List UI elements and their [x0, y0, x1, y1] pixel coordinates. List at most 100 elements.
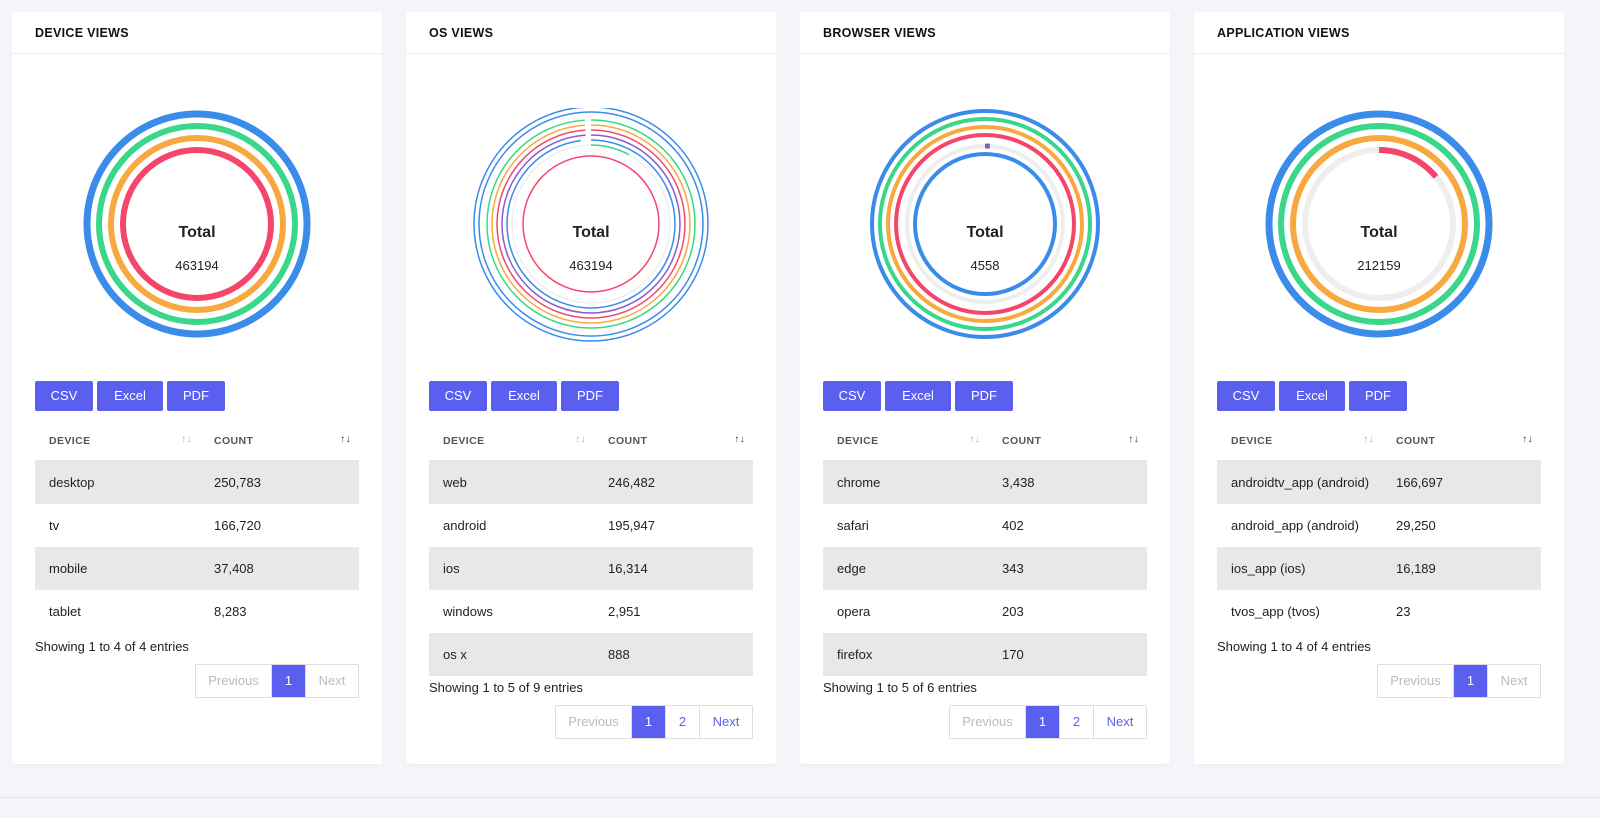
ring-series[interactable] [522, 155, 660, 293]
table-row: tvos_app (tvos) 23 [1217, 590, 1541, 633]
chart-total-value: 463194 [175, 258, 219, 273]
ring-series[interactable] [1278, 123, 1480, 325]
cell-device: opera [837, 604, 871, 619]
ring-series[interactable] [83, 110, 311, 338]
table-row: ios_app (ios) 16,189 [1217, 547, 1541, 590]
column-header-count[interactable]: COUNT ↑↓ [594, 422, 753, 461]
sort-icon: ↑↓ [575, 434, 586, 445]
column-header-count-label: COUNT [1002, 435, 1042, 447]
ring-series[interactable] [96, 123, 298, 325]
column-header-count-label: COUNT [1396, 435, 1436, 447]
cell-device: tvos_app (tvos) [1231, 604, 1320, 619]
table-row: android 195,947 [429, 504, 753, 547]
excel-button[interactable]: Excel [885, 381, 951, 411]
table-row: opera 203 [823, 590, 1147, 633]
next-button[interactable]: Next [318, 673, 346, 688]
cell-device: tablet [49, 604, 81, 619]
ring-series[interactable] [478, 111, 704, 337]
chart-total-label: Total [966, 224, 1004, 241]
table-row: windows 2,951 [429, 590, 753, 633]
column-header-device[interactable]: DEVICE ↑↓ [823, 422, 988, 461]
ring-series[interactable] [491, 124, 691, 324]
csv-button[interactable]: CSV [823, 381, 881, 411]
previous-button[interactable]: Previous [556, 706, 632, 738]
chart-total-label: Total [1360, 224, 1398, 241]
column-header-device[interactable]: DEVICE ↑↓ [35, 422, 200, 461]
ring-series[interactable] [506, 139, 676, 309]
sort-desc-icon: ↑↓ [734, 434, 745, 445]
page-button[interactable]: 1 [632, 706, 666, 738]
ring-series[interactable] [120, 147, 274, 301]
cell-count: 16,189 [1382, 547, 1541, 590]
panel-application-views: APPLICATION VIEWS Total 212159 CSV Excel P… [1194, 12, 1564, 764]
table-row: android_app (android) 29,250 [1217, 504, 1541, 547]
page-button[interactable]: 1 [1026, 706, 1060, 738]
panel-os-views: OS VIEWS Total 463194 CSV Excel PDF DEVICE… [406, 12, 776, 764]
excel-button[interactable]: Excel [97, 381, 163, 411]
ring-series[interactable] [1290, 135, 1468, 313]
ring-series[interactable] [1302, 147, 1456, 301]
pdf-button[interactable]: PDF [561, 381, 619, 411]
radial-chart-svg [83, 110, 311, 338]
csv-button[interactable]: CSV [1217, 381, 1275, 411]
excel-button[interactable]: Excel [1279, 381, 1345, 411]
cell-count: 2,951 [608, 604, 641, 619]
ring-series[interactable] [913, 152, 1057, 296]
column-header-count[interactable]: COUNT ↑↓ [200, 422, 359, 461]
ring-series[interactable] [894, 133, 1076, 315]
page-button[interactable]: 1 [272, 665, 306, 697]
cell-count: 16,314 [594, 547, 753, 590]
ring-series[interactable] [496, 129, 686, 319]
column-header-count[interactable]: COUNT ↑↓ [1382, 422, 1541, 461]
ring-series[interactable] [878, 117, 1092, 331]
column-header-count[interactable]: COUNT ↑↓ [988, 422, 1147, 461]
pdf-button[interactable]: PDF [955, 381, 1013, 411]
next-button[interactable]: Next [712, 714, 740, 729]
column-header-device[interactable]: DEVICE ↑↓ [1217, 422, 1382, 461]
ring-series[interactable] [511, 144, 671, 304]
ring-series[interactable] [886, 125, 1084, 323]
cell-device: windows [443, 604, 493, 619]
previous-button[interactable]: Previous [1378, 665, 1454, 697]
ring-series[interactable] [870, 109, 1100, 339]
ring-series[interactable] [486, 119, 696, 329]
chart-total-label: Total [178, 224, 216, 241]
cell-count: 8,283 [214, 604, 247, 619]
page-button[interactable]: 1 [1454, 665, 1488, 697]
entries-info: Showing 1 to 4 of 4 entries [1217, 639, 1371, 654]
csv-button[interactable]: CSV [35, 381, 93, 411]
cell-device: android_app (android) [1231, 518, 1359, 533]
cell-device: chrome [823, 460, 988, 504]
sort-icon: ↑↓ [1363, 434, 1374, 445]
radial-chart-svg [473, 108, 709, 342]
column-header-device[interactable]: DEVICE ↑↓ [429, 422, 594, 461]
export-buttons: CSV Excel PDF [429, 381, 620, 411]
next-button[interactable]: Next [1106, 714, 1134, 729]
entries-info: Showing 1 to 4 of 4 entries [35, 639, 189, 654]
previous-button[interactable]: Previous [950, 706, 1026, 738]
cell-device: os x [429, 633, 594, 676]
column-header-count-label: COUNT [214, 435, 254, 447]
cell-device: desktop [35, 460, 200, 504]
footer-divider [0, 797, 1600, 798]
radial-chart: Total 463194 [406, 108, 776, 348]
cell-count: 246,482 [594, 460, 753, 504]
ring-series[interactable] [904, 143, 1066, 305]
next-button[interactable]: Next [1500, 673, 1528, 688]
page-button[interactable]: 2 [666, 706, 700, 738]
previous-button[interactable]: Previous [196, 665, 272, 697]
excel-button[interactable]: Excel [491, 381, 557, 411]
ring-series[interactable] [501, 134, 681, 314]
pdf-button[interactable]: PDF [1349, 381, 1407, 411]
ring-series[interactable] [473, 108, 709, 342]
ring-series[interactable] [108, 135, 286, 313]
csv-button[interactable]: CSV [429, 381, 487, 411]
page-button[interactable]: 2 [1060, 706, 1094, 738]
ring-series[interactable] [1265, 110, 1493, 338]
pdf-button[interactable]: PDF [167, 381, 225, 411]
table-row: desktop 250,783 [35, 460, 359, 504]
chart-total-value: 4558 [970, 258, 1000, 273]
table-row: tablet 8,283 [35, 590, 359, 633]
cell-device: web [429, 460, 594, 504]
cell-device: androidtv_app (android) [1217, 460, 1382, 504]
